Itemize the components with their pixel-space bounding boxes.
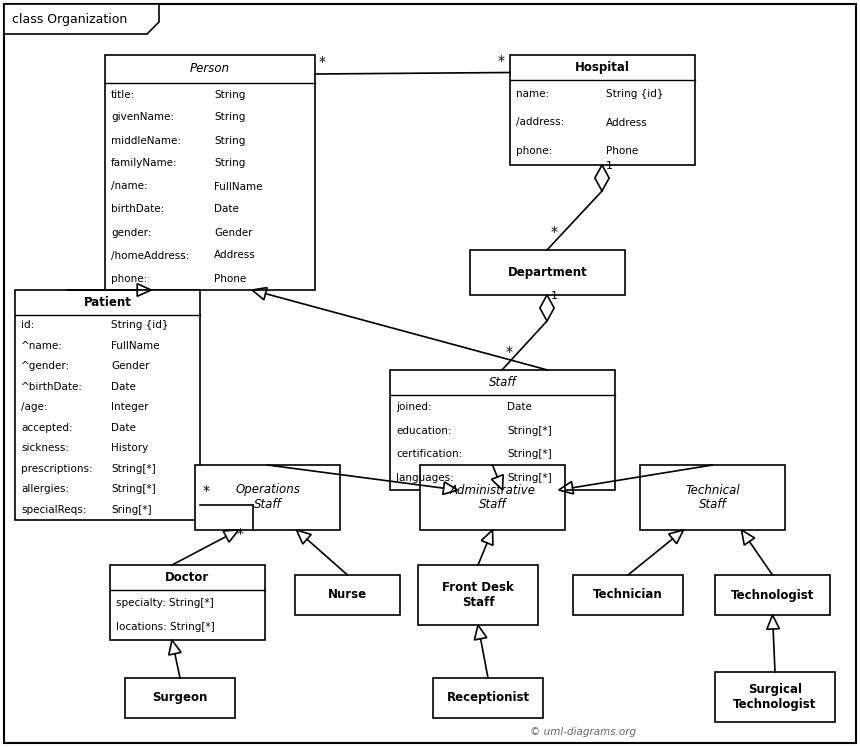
Text: Nurse: Nurse [328, 589, 367, 601]
Text: Surgical
Technologist: Surgical Technologist [734, 683, 817, 711]
Text: String[*]: String[*] [507, 426, 552, 436]
Text: givenName:: givenName: [111, 113, 174, 123]
Text: Address: Address [606, 117, 648, 128]
Text: class Organization: class Organization [12, 13, 127, 25]
Text: joined:: joined: [396, 402, 432, 412]
Text: Address: Address [214, 250, 256, 261]
Text: sickness:: sickness: [21, 443, 69, 453]
Text: Receptionist: Receptionist [446, 692, 530, 704]
Text: 1: 1 [606, 161, 613, 171]
Bar [418, 565, 538, 625]
Text: Phone: Phone [606, 146, 638, 156]
Text: String: String [214, 135, 246, 146]
Text: *: * [498, 54, 505, 67]
Text: Gender: Gender [214, 228, 253, 238]
Text: String: String [214, 113, 246, 123]
Text: *: * [237, 527, 244, 541]
Bar [433, 678, 543, 718]
Text: ^name:: ^name: [21, 341, 63, 351]
Text: /homeAddress:: /homeAddress: [111, 250, 189, 261]
Bar [470, 250, 625, 295]
Text: Front Desk
Staff: Front Desk Staff [442, 581, 514, 609]
Text: gender:: gender: [111, 228, 151, 238]
Text: ^birthDate:: ^birthDate: [21, 382, 83, 391]
Text: languages:: languages: [396, 473, 454, 483]
Bar [110, 565, 265, 640]
Bar [15, 290, 200, 520]
Text: Surgeon: Surgeon [152, 692, 207, 704]
Text: *: * [551, 225, 558, 239]
Text: phone:: phone: [111, 273, 147, 284]
Text: Technician: Technician [593, 589, 663, 601]
Text: Staff: Staff [488, 376, 516, 389]
Text: *: * [203, 484, 210, 498]
Text: locations: String[*]: locations: String[*] [116, 622, 215, 633]
Text: prescriptions:: prescriptions: [21, 464, 93, 474]
Text: 1: 1 [551, 291, 558, 301]
Text: String {id}: String {id} [111, 320, 169, 330]
Bar [295, 575, 400, 615]
Text: Date: Date [111, 382, 136, 391]
Bar [390, 370, 615, 490]
Text: Date: Date [507, 402, 531, 412]
Polygon shape [540, 295, 554, 321]
Bar [715, 575, 830, 615]
Text: String {id}: String {id} [606, 89, 664, 99]
Bar [420, 465, 565, 530]
Text: Date: Date [111, 423, 136, 433]
Text: *: * [319, 55, 326, 69]
Text: name:: name: [516, 89, 550, 99]
Text: Integer: Integer [111, 402, 149, 412]
Text: Phone: Phone [214, 273, 247, 284]
Bar [195, 465, 340, 530]
Text: Patient: Patient [83, 296, 132, 309]
Polygon shape [595, 165, 609, 191]
Text: accepted:: accepted: [21, 423, 72, 433]
Text: /address:: /address: [516, 117, 564, 128]
Text: middleName:: middleName: [111, 135, 181, 146]
Polygon shape [4, 4, 159, 34]
Text: FullName: FullName [214, 182, 262, 191]
Text: title:: title: [111, 90, 135, 99]
Text: specialReqs:: specialReqs: [21, 505, 86, 515]
Text: allergies:: allergies: [21, 484, 69, 495]
Text: Technical
Staff: Technical Staff [685, 483, 740, 512]
Bar [510, 55, 695, 165]
Text: Sring[*]: Sring[*] [111, 505, 152, 515]
Text: Doctor: Doctor [165, 571, 210, 584]
Text: String[*]: String[*] [507, 450, 552, 459]
Text: Date: Date [214, 205, 239, 214]
Bar [715, 672, 835, 722]
Text: © uml-diagrams.org: © uml-diagrams.org [530, 727, 636, 737]
Text: History: History [111, 443, 149, 453]
Text: Administrative
Staff: Administrative Staff [450, 483, 536, 512]
Text: String: String [214, 90, 246, 99]
Text: phone:: phone: [516, 146, 552, 156]
Text: String[*]: String[*] [111, 464, 156, 474]
Text: Technologist: Technologist [731, 589, 814, 601]
Text: certification:: certification: [396, 450, 463, 459]
Text: Gender: Gender [111, 362, 150, 371]
Text: /name:: /name: [111, 182, 148, 191]
Text: /age:: /age: [21, 402, 47, 412]
Text: Department: Department [507, 266, 587, 279]
Text: education:: education: [396, 426, 452, 436]
Text: FullName: FullName [111, 341, 160, 351]
Bar [125, 678, 235, 718]
Bar [640, 465, 785, 530]
Text: Hospital: Hospital [575, 61, 630, 74]
Bar [105, 55, 315, 290]
Text: *: * [506, 345, 513, 359]
Text: id:: id: [21, 320, 34, 330]
Text: String[*]: String[*] [507, 473, 552, 483]
Text: birthDate:: birthDate: [111, 205, 164, 214]
Bar [573, 575, 683, 615]
Text: ^gender:: ^gender: [21, 362, 71, 371]
Text: Person: Person [190, 63, 230, 75]
Text: Operations
Staff: Operations Staff [235, 483, 300, 512]
Text: specialty: String[*]: specialty: String[*] [116, 598, 214, 607]
Text: String: String [214, 158, 246, 169]
Text: familyName:: familyName: [111, 158, 178, 169]
Text: String[*]: String[*] [111, 484, 156, 495]
